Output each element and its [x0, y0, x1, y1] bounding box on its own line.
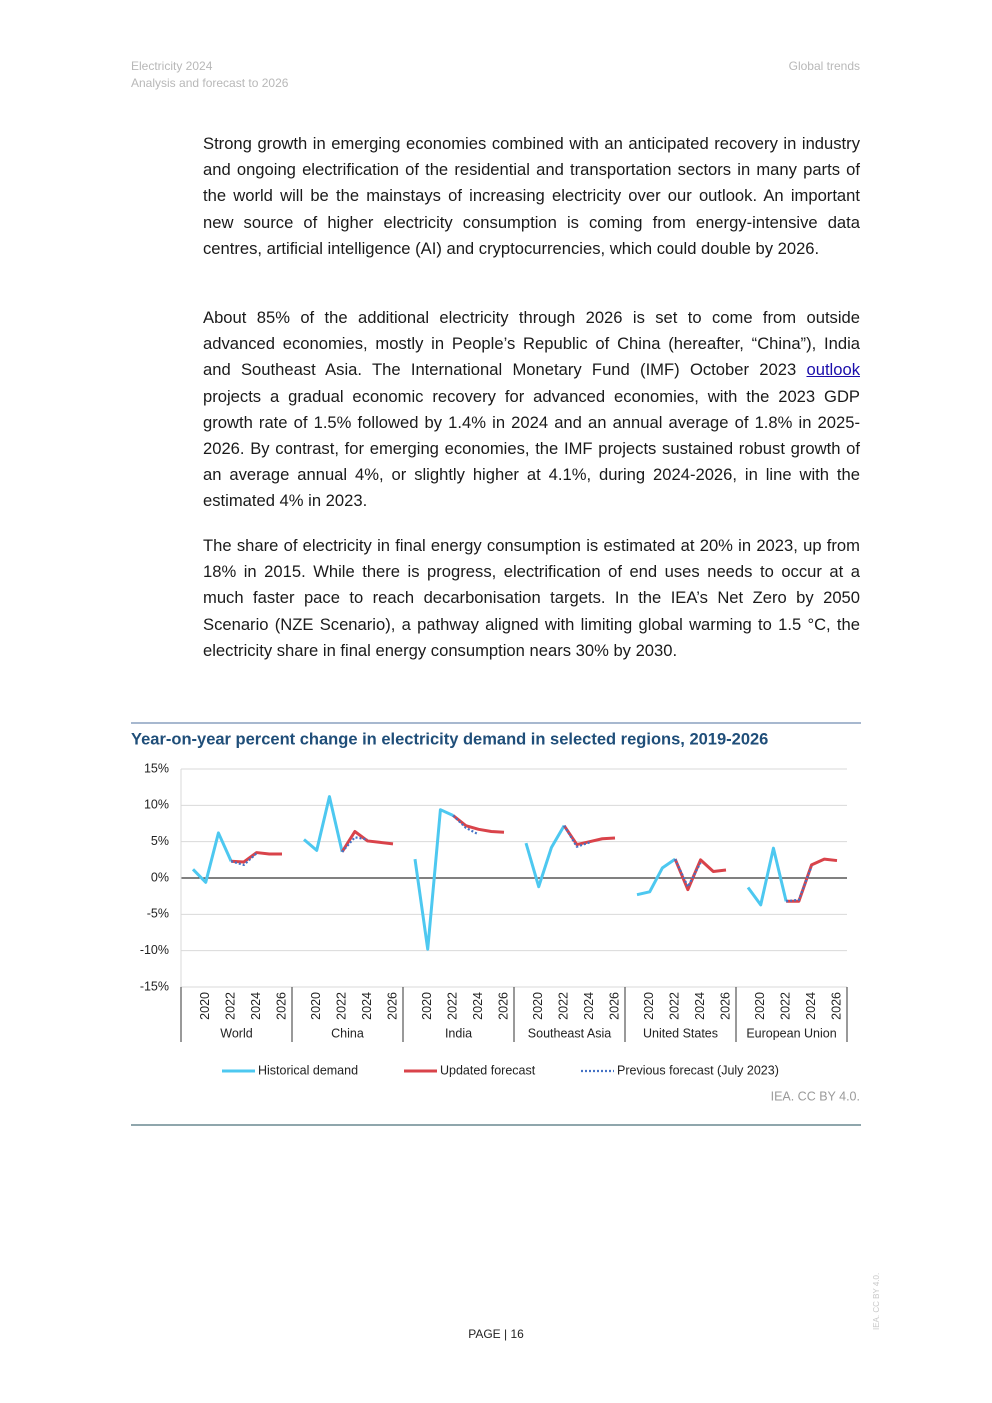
x-tick-label: 2026 [496, 992, 510, 1020]
x-tick-label: 2020 [753, 992, 767, 1020]
text: About 85% of the additional electricity … [203, 308, 860, 380]
group-label: Southeast Asia [528, 1026, 611, 1040]
series-line [413, 808, 454, 951]
x-tick-label: 2026 [607, 992, 621, 1020]
series-line [452, 814, 505, 834]
y-tick-label: -10% [140, 943, 169, 957]
x-tick-label: 2026 [829, 992, 843, 1020]
x-tick-label: 2022 [556, 992, 570, 1020]
x-tick-label: 2022 [445, 992, 459, 1020]
x-tick-label: 2020 [420, 992, 434, 1020]
y-tick-label: 0% [151, 870, 169, 884]
x-tick-label: 2026 [274, 992, 288, 1020]
chart-title: Year-on-year percent change in electrici… [131, 730, 768, 748]
link[interactable]: outlook [806, 360, 860, 380]
legend-label: Updated forecast [440, 1063, 536, 1077]
series-line [746, 846, 788, 907]
series-line [562, 824, 616, 847]
x-tick-label: 2020 [198, 992, 212, 1020]
group-label: China [331, 1026, 364, 1040]
y-tick-label: 10% [144, 798, 169, 812]
series-line [674, 858, 702, 888]
series-line [636, 857, 676, 897]
paragraph: About 85% of the additional electricity … [203, 305, 860, 515]
series-line [786, 865, 813, 903]
x-tick-label: 2024 [582, 992, 596, 1020]
x-tick-label: 2024 [804, 992, 818, 1020]
series-line [673, 858, 727, 892]
x-tick-label: 2026 [385, 992, 399, 1020]
header-right: Global trends [788, 59, 860, 73]
paragraph: The share of electricity in final energy… [203, 536, 860, 660]
x-tick-label: 2022 [223, 992, 237, 1020]
group-label: United States [643, 1026, 718, 1040]
x-tick-label: 2020 [531, 992, 545, 1020]
text: projects a gradual economic recovery for… [203, 386, 860, 511]
series-line [563, 825, 590, 848]
x-tick-label: 2024 [693, 992, 707, 1020]
header-title: Electricity 2024 [131, 59, 213, 73]
x-tick-label: 2024 [249, 992, 263, 1020]
y-tick-label: 5% [151, 834, 169, 848]
series-line [303, 795, 344, 853]
group-label: India [445, 1026, 472, 1040]
footer: PAGE | 16 [468, 1327, 524, 1341]
x-tick-label: 2022 [334, 992, 348, 1020]
legend-label: Previous forecast (July 2023) [617, 1063, 779, 1077]
group-label: World [220, 1026, 252, 1040]
group-label: European Union [746, 1026, 836, 1040]
series-line [452, 814, 480, 836]
series-line [231, 851, 282, 864]
paragraph: Strong growth in emerging economies comb… [203, 134, 860, 258]
y-tick-label: 15% [144, 761, 169, 775]
x-tick-label: 2020 [642, 992, 656, 1020]
chart-source: IEA. CC BY 4.0. [771, 1089, 860, 1103]
x-tick-label: 2026 [718, 992, 732, 1020]
series-line [230, 852, 258, 867]
x-tick-label: 2024 [471, 992, 485, 1020]
legend-label: Historical demand [258, 1063, 358, 1077]
series-line [524, 824, 566, 889]
series-line [191, 831, 233, 884]
y-tick-label: -15% [140, 979, 169, 993]
x-tick-label: 2024 [360, 992, 374, 1020]
header-left: Electricity 2024 Analysis and forecast t… [131, 58, 288, 92]
series-line [786, 857, 838, 903]
x-tick-label: 2022 [667, 992, 681, 1020]
header-subtitle: Analysis and forecast to 2026 [131, 76, 289, 90]
x-tick-label: 2022 [778, 992, 792, 1020]
x-tick-label: 2020 [309, 992, 323, 1020]
side-note: IEA. CC BY 4.0. [872, 1272, 881, 1330]
series-line [340, 829, 394, 853]
chart: Year-on-year percent change in electrici… [131, 722, 861, 1126]
y-tick-label: -5% [147, 907, 169, 921]
